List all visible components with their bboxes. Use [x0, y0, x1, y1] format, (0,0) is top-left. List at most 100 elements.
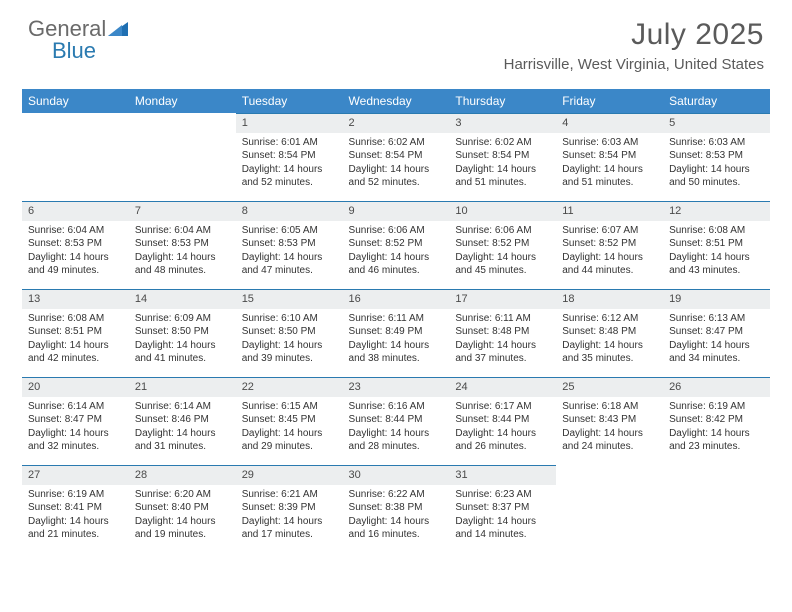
calendar-week-row: 27Sunrise: 6:19 AMSunset: 8:41 PMDayligh…: [22, 465, 770, 553]
sunrise-line: Sunrise: 6:04 AM: [28, 224, 123, 238]
daylight-line: Daylight: 14 hours and 47 minutes.: [242, 251, 337, 278]
daylight-line: Daylight: 14 hours and 37 minutes.: [455, 339, 550, 366]
daylight-line: Daylight: 14 hours and 24 minutes.: [562, 427, 657, 454]
calendar-day-cell: 15Sunrise: 6:10 AMSunset: 8:50 PMDayligh…: [236, 289, 343, 377]
sunrise-line: Sunrise: 6:14 AM: [28, 400, 123, 414]
logo-text-blue: Blue: [52, 40, 128, 62]
calendar-day-cell: [129, 113, 236, 201]
sunset-line: Sunset: 8:52 PM: [455, 237, 550, 251]
day-number: 1: [236, 113, 343, 133]
day-content: Sunrise: 6:11 AMSunset: 8:49 PMDaylight:…: [343, 309, 450, 370]
sunset-line: Sunset: 8:44 PM: [455, 413, 550, 427]
daylight-line: Daylight: 14 hours and 19 minutes.: [135, 515, 230, 542]
day-content: Sunrise: 6:19 AMSunset: 8:41 PMDaylight:…: [22, 485, 129, 546]
calendar-week-row: 20Sunrise: 6:14 AMSunset: 8:47 PMDayligh…: [22, 377, 770, 465]
sunset-line: Sunset: 8:50 PM: [135, 325, 230, 339]
day-number: 27: [22, 465, 129, 485]
calendar-week-row: 13Sunrise: 6:08 AMSunset: 8:51 PMDayligh…: [22, 289, 770, 377]
sunset-line: Sunset: 8:53 PM: [242, 237, 337, 251]
day-content: Sunrise: 6:06 AMSunset: 8:52 PMDaylight:…: [343, 221, 450, 282]
calendar-day-cell: 30Sunrise: 6:22 AMSunset: 8:38 PMDayligh…: [343, 465, 450, 553]
sunset-line: Sunset: 8:42 PM: [669, 413, 764, 427]
calendar-day-cell: 22Sunrise: 6:15 AMSunset: 8:45 PMDayligh…: [236, 377, 343, 465]
day-content: Sunrise: 6:11 AMSunset: 8:48 PMDaylight:…: [449, 309, 556, 370]
day-content: Sunrise: 6:16 AMSunset: 8:44 PMDaylight:…: [343, 397, 450, 458]
day-content: Sunrise: 6:09 AMSunset: 8:50 PMDaylight:…: [129, 309, 236, 370]
day-number: 21: [129, 377, 236, 397]
daylight-line: Daylight: 14 hours and 51 minutes.: [455, 163, 550, 190]
sunset-line: Sunset: 8:38 PM: [349, 501, 444, 515]
sunset-line: Sunset: 8:54 PM: [242, 149, 337, 163]
sunrise-line: Sunrise: 6:07 AM: [562, 224, 657, 238]
daylight-line: Daylight: 14 hours and 32 minutes.: [28, 427, 123, 454]
day-content: Sunrise: 6:04 AMSunset: 8:53 PMDaylight:…: [129, 221, 236, 282]
calendar-day-cell: 26 Sunrise: 6:19 AMSunset: 8:42 PMDayligh…: [663, 377, 770, 465]
day-content: Sunrise: 6:05 AMSunset: 8:53 PMDaylight:…: [236, 221, 343, 282]
sunset-line: Sunset: 8:49 PM: [349, 325, 444, 339]
calendar-day-cell: 11Sunrise: 6:07 AMSunset: 8:52 PMDayligh…: [556, 201, 663, 289]
day-content: Sunrise: 6:08 AMSunset: 8:51 PMDaylight:…: [22, 309, 129, 370]
sunrise-line: Sunrise: 6:03 AM: [669, 136, 764, 150]
day-number: 3: [449, 113, 556, 133]
weekday-header: Sunday: [22, 89, 129, 113]
calendar-day-cell: 3Sunrise: 6:02 AMSunset: 8:54 PMDaylight…: [449, 113, 556, 201]
calendar-day-cell: 6Sunrise: 6:04 AMSunset: 8:53 PMDaylight…: [22, 201, 129, 289]
sunset-line: Sunset: 8:54 PM: [562, 149, 657, 163]
daylight-line: Daylight: 14 hours and 41 minutes.: [135, 339, 230, 366]
sunrise-line: Sunrise: 6:03 AM: [562, 136, 657, 150]
sunset-line: Sunset: 8:43 PM: [562, 413, 657, 427]
daylight-line: Daylight: 14 hours and 46 minutes.: [349, 251, 444, 278]
calendar-day-cell: 8Sunrise: 6:05 AMSunset: 8:53 PMDaylight…: [236, 201, 343, 289]
day-content: Sunrise: 6:02 AMSunset: 8:54 PMDaylight:…: [343, 133, 450, 194]
day-content: Sunrise: 6:18 AMSunset: 8:43 PMDaylight:…: [556, 397, 663, 458]
day-content: Sunrise: 6:03 AMSunset: 8:53 PMDaylight:…: [663, 133, 770, 194]
sunrise-line: Sunrise: 6:14 AM: [135, 400, 230, 414]
sunset-line: Sunset: 8:53 PM: [135, 237, 230, 251]
day-number: 18: [556, 289, 663, 309]
day-number: 4: [556, 113, 663, 133]
calendar-day-cell: [663, 465, 770, 553]
day-number: 11: [556, 201, 663, 221]
calendar-day-cell: 12Sunrise: 6:08 AMSunset: 8:51 PMDayligh…: [663, 201, 770, 289]
sunset-line: Sunset: 8:46 PM: [135, 413, 230, 427]
daylight-line: Daylight: 14 hours and 44 minutes.: [562, 251, 657, 278]
sunset-line: Sunset: 8:50 PM: [242, 325, 337, 339]
sunset-line: Sunset: 8:53 PM: [28, 237, 123, 251]
day-number: 26: [663, 377, 770, 397]
daylight-line: Daylight: 14 hours and 28 minutes.: [349, 427, 444, 454]
weekday-header: Saturday: [663, 89, 770, 113]
calendar-day-cell: 5Sunrise: 6:03 AMSunset: 8:53 PMDaylight…: [663, 113, 770, 201]
day-number: 9: [343, 201, 450, 221]
daylight-line: Daylight: 14 hours and 43 minutes.: [669, 251, 764, 278]
day-content: Sunrise: 6:06 AMSunset: 8:52 PMDaylight:…: [449, 221, 556, 282]
daylight-line: Daylight: 14 hours and 52 minutes.: [349, 163, 444, 190]
daylight-line: Daylight: 14 hours and 16 minutes.: [349, 515, 444, 542]
calendar-day-cell: 25Sunrise: 6:18 AMSunset: 8:43 PMDayligh…: [556, 377, 663, 465]
sunrise-line: Sunrise: 6:11 AM: [349, 312, 444, 326]
calendar-day-cell: 16Sunrise: 6:11 AMSunset: 8:49 PMDayligh…: [343, 289, 450, 377]
daylight-line: Daylight: 14 hours and 23 minutes.: [669, 427, 764, 454]
day-number: 12: [663, 201, 770, 221]
sunset-line: Sunset: 8:48 PM: [455, 325, 550, 339]
day-number: 31: [449, 465, 556, 485]
day-content: Sunrise: 6:01 AMSunset: 8:54 PMDaylight:…: [236, 133, 343, 194]
sunrise-line: Sunrise: 6:08 AM: [28, 312, 123, 326]
sunrise-line: Sunrise: 6:13 AM: [669, 312, 764, 326]
daylight-line: Daylight: 14 hours and 14 minutes.: [455, 515, 550, 542]
logo: GeneralBlue: [28, 18, 128, 62]
calendar-day-cell: 20Sunrise: 6:14 AMSunset: 8:47 PMDayligh…: [22, 377, 129, 465]
calendar-day-cell: 7Sunrise: 6:04 AMSunset: 8:53 PMDaylight…: [129, 201, 236, 289]
sunrise-line: Sunrise: 6:19 AM: [669, 400, 764, 414]
day-content: Sunrise: 6:15 AMSunset: 8:45 PMDaylight:…: [236, 397, 343, 458]
day-number: 14: [129, 289, 236, 309]
day-number: 30: [343, 465, 450, 485]
calendar-day-cell: [556, 465, 663, 553]
location-text: Harrisville, West Virginia, United State…: [504, 56, 764, 73]
calendar-day-cell: 4Sunrise: 6:03 AMSunset: 8:54 PMDaylight…: [556, 113, 663, 201]
sunset-line: Sunset: 8:51 PM: [669, 237, 764, 251]
daylight-line: Daylight: 14 hours and 26 minutes.: [455, 427, 550, 454]
sunrise-line: Sunrise: 6:02 AM: [455, 136, 550, 150]
day-number: 25: [556, 377, 663, 397]
day-number: 24: [449, 377, 556, 397]
daylight-line: Daylight: 14 hours and 45 minutes.: [455, 251, 550, 278]
